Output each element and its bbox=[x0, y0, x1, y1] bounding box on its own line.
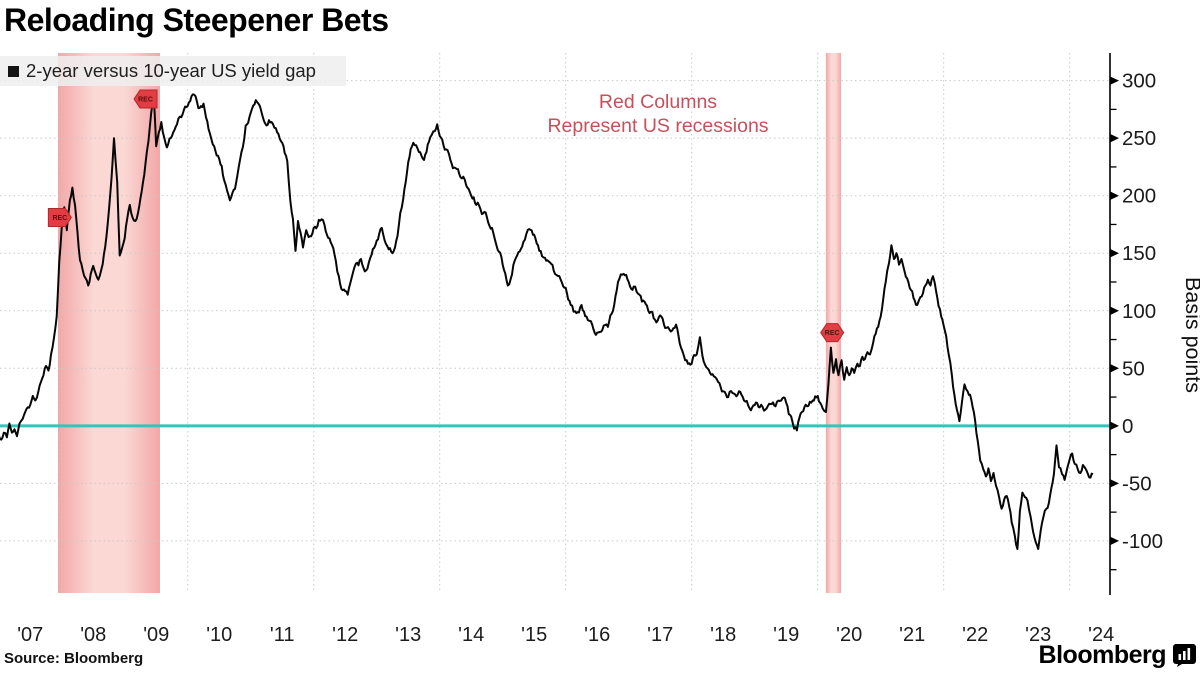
y-tick-label: 250 bbox=[1122, 127, 1156, 150]
recession-annotation: Red Columns Represent US recessions bbox=[498, 90, 818, 138]
x-tick-label: '07 bbox=[17, 624, 43, 646]
legend-label: 2-year versus 10-year US yield gap bbox=[26, 60, 316, 81]
y-tick-label: -50 bbox=[1122, 472, 1152, 495]
x-tick-label: '08 bbox=[80, 624, 106, 646]
y-tick-label: 100 bbox=[1122, 300, 1156, 323]
x-tick-label: '24 bbox=[1088, 624, 1114, 646]
x-tick-label: '18 bbox=[710, 624, 736, 646]
x-tick-label: '21 bbox=[899, 624, 925, 646]
x-tick-label: '19 bbox=[773, 624, 799, 646]
x-tick-label: '15 bbox=[521, 624, 547, 646]
series-swatch-icon bbox=[8, 65, 19, 77]
x-tick-label: '20 bbox=[836, 624, 862, 646]
rec-flag-label: REC bbox=[52, 215, 67, 222]
x-tick-label: '09 bbox=[143, 624, 169, 646]
rec-flag: REC bbox=[47, 208, 72, 228]
x-tick-label: '17 bbox=[647, 624, 673, 646]
x-tick-label: '22 bbox=[962, 624, 988, 646]
gridlines bbox=[0, 53, 1110, 593]
y-tick-label: 150 bbox=[1122, 242, 1156, 265]
x-tick-label: '14 bbox=[458, 624, 484, 646]
annotation-line-1: Red Columns bbox=[598, 91, 718, 113]
y-tick-label: -100 bbox=[1122, 530, 1163, 553]
y-axis: 300 250 200 150 100 50 0 -50 -100 bbox=[1109, 53, 1163, 595]
x-tick-label: '12 bbox=[332, 624, 358, 646]
y-tick-label: 0 bbox=[1122, 415, 1133, 438]
bloomberg-logo-text: Bloomberg bbox=[1038, 641, 1167, 669]
legend: 2-year versus 10-year US yield gap bbox=[0, 56, 346, 86]
y-tick-label: 200 bbox=[1122, 185, 1156, 208]
bloomberg-chart-bubble-icon bbox=[1173, 644, 1196, 667]
recession-bands bbox=[57, 53, 842, 593]
y-tick-label: 300 bbox=[1122, 70, 1156, 93]
x-tick-label: '13 bbox=[395, 624, 421, 646]
recession-band bbox=[825, 53, 842, 593]
y-tick-label: 50 bbox=[1122, 357, 1145, 380]
bloomberg-logo: Bloomberg bbox=[1039, 641, 1196, 670]
x-tick-label: '10 bbox=[206, 624, 232, 646]
x-tick-label: '23 bbox=[1025, 624, 1051, 646]
rec-flag: REC bbox=[820, 323, 845, 343]
annotation-line-2: Represent US recessions bbox=[547, 115, 769, 137]
yield-gap-line bbox=[0, 93, 1094, 550]
rec-flag: REC bbox=[133, 89, 158, 109]
x-tick-label: '16 bbox=[584, 624, 610, 646]
recession-band bbox=[57, 53, 161, 593]
page-title: Reloading Steepener Bets bbox=[4, 2, 389, 38]
rec-flag-label: REC bbox=[138, 97, 153, 104]
x-tick-label: '11 bbox=[270, 624, 295, 646]
x-axis-labels: '07 '08 '09 '10 '11 '12 '13 '14 '15 '16 '17 '18 '19 '… bbox=[17, 624, 1114, 646]
rec-flag-label: REC bbox=[825, 330, 840, 337]
source-credit: Source: Bloomberg bbox=[4, 650, 144, 667]
y-axis-title: Basis points bbox=[1181, 277, 1200, 393]
